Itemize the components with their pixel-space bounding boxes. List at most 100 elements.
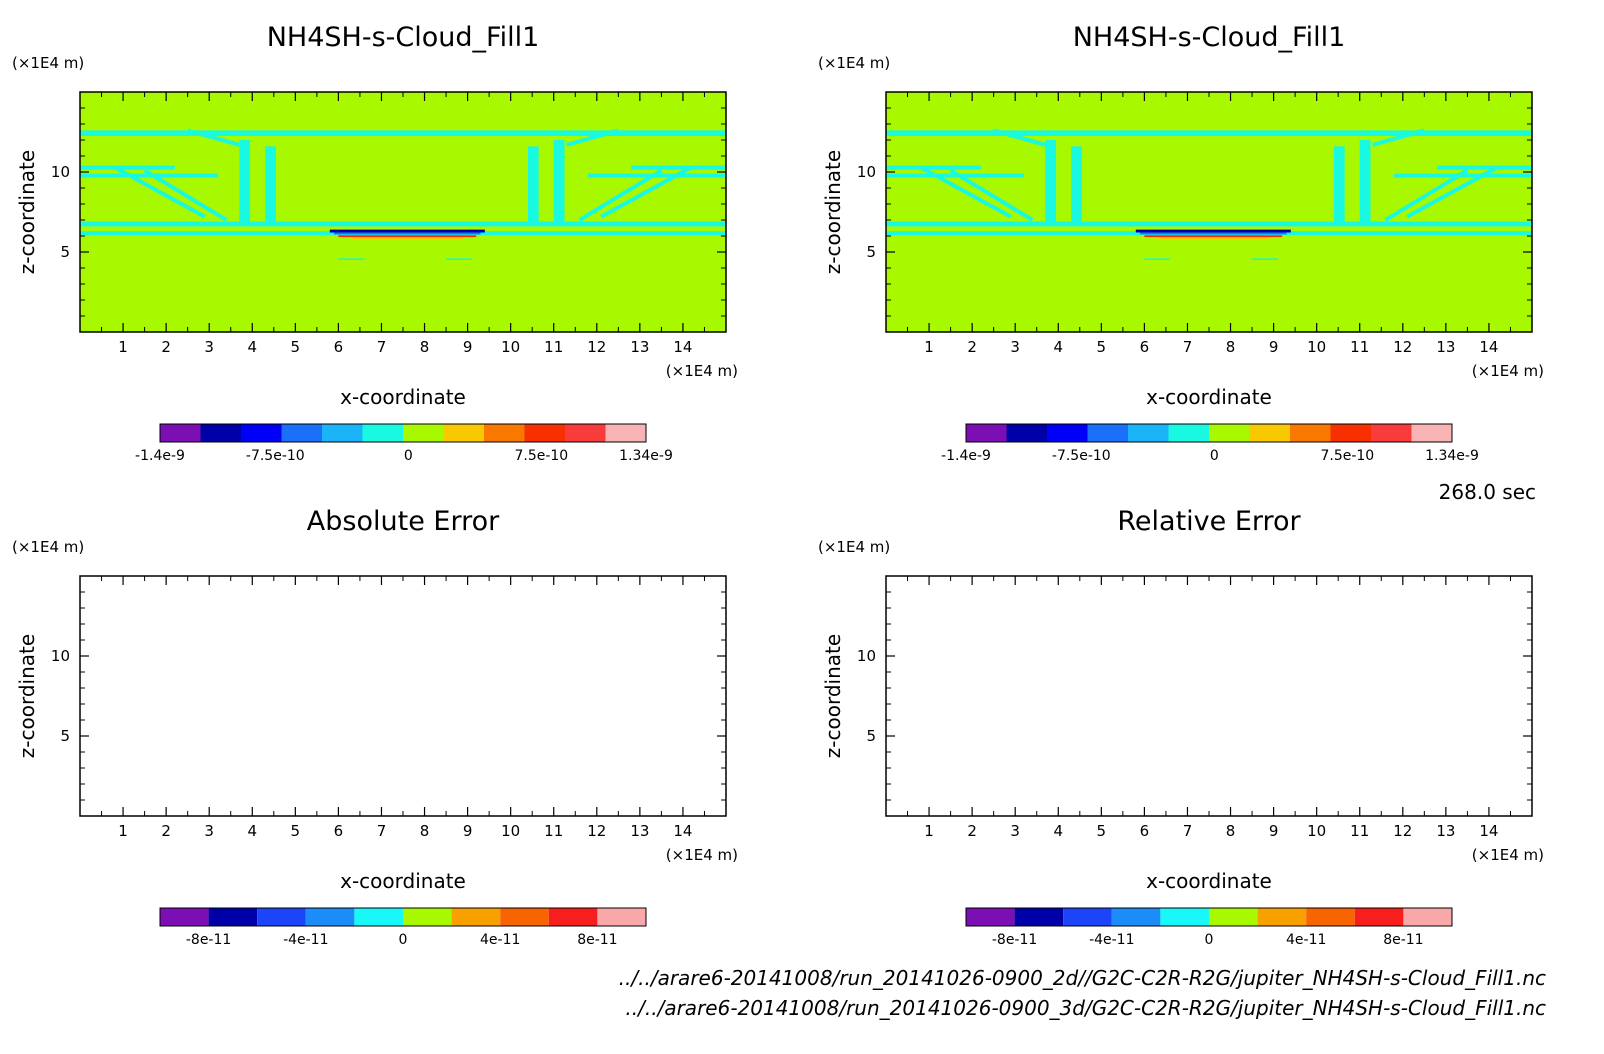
colorbar-tick-label: 0 <box>399 932 408 948</box>
file-path-2: ../../arare6-20141008/run_20141026-0900_… <box>625 996 1546 1020</box>
colorbar-tick-label: 8e-11 <box>577 932 617 948</box>
time-label: 268.0 sec <box>1438 480 1536 504</box>
colorbar-swatch <box>1354 908 1404 926</box>
field-band <box>446 258 472 260</box>
x-tick-label: 13 <box>1436 822 1455 840</box>
x-tick-label: 3 <box>204 822 214 840</box>
plot-area <box>80 92 726 332</box>
colorbar: -8e-11 -4e-11 0 4e-11 8e-11 <box>159 907 647 948</box>
chart-panel-1: NH4SH-s-Cloud_Fill1(×1E4 m)1 2 3 4 5 6 7 8 9 10 11… <box>12 22 738 464</box>
x-tick-label: 14 <box>1479 338 1498 356</box>
x-axis-label: x-coordinate <box>1146 385 1272 409</box>
x-unit-label: (×1E4 m) <box>666 846 738 864</box>
field-band <box>338 258 365 260</box>
colorbar-swatch <box>1168 424 1209 442</box>
colorbar-swatch <box>241 424 282 442</box>
plot-area <box>80 576 726 816</box>
file-path-1: ../../arare6-20141008/run_20141026-0900_… <box>618 966 1546 990</box>
colorbar-swatch <box>966 424 1007 442</box>
colorbar-swatch <box>443 424 484 442</box>
colorbar-swatch <box>597 908 646 926</box>
x-unit-label: (×1E4 m) <box>1472 846 1544 864</box>
colorbar-swatch <box>1006 424 1047 442</box>
x-tick-label: 11 <box>544 822 563 840</box>
colorbar-swatch <box>208 908 258 926</box>
colorbar-frame <box>159 423 647 443</box>
x-axis-label: x-coordinate <box>1146 869 1272 893</box>
colorbar-swatch <box>1209 424 1250 442</box>
y-tick-label: 5 <box>866 243 876 261</box>
colorbar-swatch <box>305 908 355 926</box>
x-tick-label: 3 <box>1010 338 1020 356</box>
colorbar-frame <box>965 907 1453 927</box>
chart-panel-2: NH4SH-s-Cloud_Fill1(×1E4 m)1 2 3 4 5 6 7 8 9 10 11… <box>818 22 1544 464</box>
x-tick-label: 4 <box>1053 338 1063 356</box>
field-band <box>886 173 1024 178</box>
colorbar-swatch <box>281 424 322 442</box>
x-tick-label: 2 <box>161 822 171 840</box>
field-streak <box>578 168 663 222</box>
colorbar-swatch <box>403 424 444 442</box>
field-band <box>351 237 464 240</box>
colorbar-swatch <box>354 908 403 926</box>
y-tick-label: 10 <box>51 163 70 181</box>
field-band <box>1333 146 1345 224</box>
x-tick-label: 2 <box>967 822 977 840</box>
y-unit-label: (×1E4 m) <box>12 538 84 556</box>
colorbar-swatch <box>322 424 363 442</box>
x-tick-label: 9 <box>463 822 473 840</box>
cloud-field <box>80 128 726 260</box>
x-tick-label: 14 <box>1479 822 1498 840</box>
x-tick-label: 4 <box>247 822 257 840</box>
field-streak <box>143 168 228 222</box>
x-tick-label: 9 <box>463 338 473 356</box>
x-tick-label: 14 <box>673 822 692 840</box>
colorbar-tick-label: 0 <box>404 448 413 464</box>
colorbar-swatch <box>548 908 598 926</box>
chart-title: Relative Error <box>1117 506 1301 537</box>
field-streak <box>113 165 206 219</box>
x-tick-label: 12 <box>1393 338 1412 356</box>
x-tick-label: 5 <box>1097 822 1107 840</box>
field-band <box>1140 232 1287 235</box>
colorbar-tick-label: -4e-11 <box>1089 932 1134 948</box>
y-axis-label: z-coordinate <box>15 634 39 758</box>
chart-title: NH4SH-s-Cloud_Fill1 <box>267 22 540 53</box>
field-streak <box>566 128 619 147</box>
field-streak <box>600 165 693 219</box>
colorbar-swatch <box>1160 908 1209 926</box>
colorbar-tick-label: 0 <box>1205 932 1214 948</box>
field-band <box>80 130 726 136</box>
colorbar: -1.4e-9 -7.5e-10 0 7.5e-10 1.34e-9 <box>135 423 673 464</box>
x-tick-label: 6 <box>1140 822 1150 840</box>
y-unit-label: (×1E4 m) <box>12 54 84 72</box>
x-tick-label: 11 <box>544 338 563 356</box>
x-tick-label: 7 <box>1183 822 1193 840</box>
field-band <box>80 221 726 227</box>
colorbar: -1.4e-9 -7.5e-10 0 7.5e-10 1.34e-9 <box>941 423 1479 464</box>
x-tick-label: 13 <box>1436 338 1455 356</box>
x-tick-label: 1 <box>118 338 128 356</box>
cloud-field <box>886 128 1532 260</box>
x-tick-label: 10 <box>1307 338 1326 356</box>
field-band <box>80 173 218 178</box>
x-tick-label: 12 <box>587 822 606 840</box>
field-band <box>1045 140 1057 224</box>
field-band <box>1144 258 1171 260</box>
y-tick-label: 5 <box>60 727 70 745</box>
field-streak <box>1406 165 1499 219</box>
x-axis-label: x-coordinate <box>340 385 466 409</box>
colorbar-swatch <box>1257 908 1307 926</box>
colorbar-swatch <box>451 908 501 926</box>
x-tick-label: 1 <box>118 822 128 840</box>
y-tick-label: 5 <box>60 243 70 261</box>
x-tick-label: 12 <box>587 338 606 356</box>
colorbar-swatch <box>1087 424 1128 442</box>
colorbar-swatch <box>1290 424 1331 442</box>
colorbar-swatch <box>1209 908 1258 926</box>
field-band <box>329 229 485 233</box>
x-tick-label: 9 <box>1269 338 1279 356</box>
colorbar-tick-label: -8e-11 <box>186 932 231 948</box>
x-tick-label: 3 <box>1010 822 1020 840</box>
x-tick-label: 10 <box>1307 822 1326 840</box>
